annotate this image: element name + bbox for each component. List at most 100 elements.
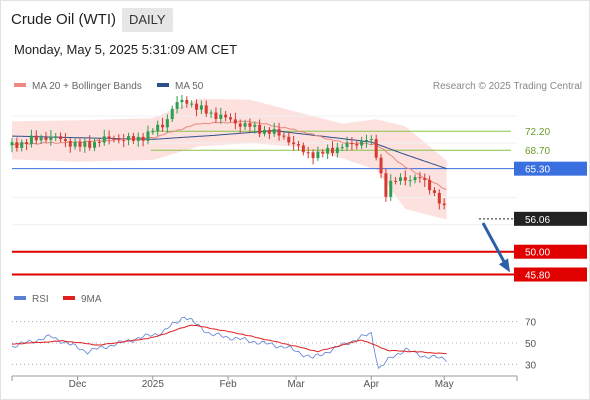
ma9-label: 9MA [81, 294, 102, 305]
candle-body [389, 180, 393, 197]
level-label: 65.30 [525, 165, 550, 176]
x-axis-label: Dec [69, 379, 87, 390]
ma9-swatch [63, 296, 75, 301]
candle-body [394, 180, 398, 182]
candle-body [345, 143, 349, 148]
timeframe-badge[interactable]: DAILY [122, 8, 173, 32]
level-label: 50.00 [525, 248, 550, 259]
candle-body [54, 136, 58, 138]
bollinger-band [12, 98, 447, 220]
candle-body [214, 112, 218, 119]
candle-body [379, 157, 383, 174]
candle-body [165, 119, 169, 128]
candle-body [398, 177, 402, 182]
candle-body [316, 151, 320, 159]
candle-body [287, 136, 291, 143]
candle-body [34, 135, 38, 141]
candle-body [156, 124, 160, 132]
credit-text: Research © 2025 Trading Central [432, 81, 582, 92]
candle-body [253, 124, 257, 127]
candle-body [384, 173, 388, 197]
candle-body [15, 142, 19, 148]
candle-body [83, 141, 87, 147]
candle-body [195, 103, 199, 110]
ma50-swatch [157, 83, 169, 88]
candle-body [175, 102, 179, 109]
candle-body [63, 139, 67, 141]
level-tag [514, 244, 587, 259]
legend-rsi: RSI [14, 294, 49, 305]
candle-body [39, 137, 43, 141]
candle-body [272, 128, 276, 134]
candle-body [127, 136, 131, 141]
candle-body [330, 147, 334, 154]
candle-body [335, 147, 339, 154]
rsi-label: RSI [32, 294, 49, 305]
instrument-title: Crude Oil (WTI) [11, 11, 116, 28]
candle-body [248, 123, 252, 127]
candle-body [88, 141, 92, 148]
candle-body [243, 123, 247, 127]
rsi-tick-label: 50 [525, 339, 537, 350]
x-axis-label: Feb [219, 379, 237, 390]
candle-body [277, 128, 281, 136]
candle-body [418, 177, 422, 179]
legend-ma20: MA 20 + Bollinger Bands [14, 81, 142, 92]
candle-body [131, 136, 135, 141]
candle-body [403, 177, 407, 181]
candle-body [146, 131, 150, 141]
candle-body [170, 108, 174, 120]
level-label: 68.70 [525, 146, 550, 157]
rsi-tick-label: 30 [525, 360, 537, 371]
candle-body [408, 180, 412, 182]
candle-body [301, 145, 305, 153]
level-label: 72.20 [525, 127, 550, 138]
ma20-label: MA 20 + Bollinger Bands [32, 81, 142, 92]
candle-body [374, 139, 378, 158]
level-tag [514, 211, 587, 226]
forecast-arrow-head [499, 258, 510, 273]
candle-body [340, 147, 344, 149]
rsi-tick-label: 70 [525, 318, 537, 329]
level-tag [514, 161, 587, 176]
candle-body [161, 124, 165, 128]
candle-body [238, 123, 242, 127]
candle-body [355, 143, 359, 146]
candle-body [199, 105, 203, 110]
candle-body [306, 152, 310, 154]
candle-body [97, 141, 101, 143]
candle-body [44, 137, 48, 140]
level-tag [514, 267, 587, 282]
candle-body [350, 143, 354, 145]
candle-body [326, 147, 330, 154]
candle-body [151, 131, 155, 133]
candle-body [190, 103, 194, 105]
candle-body [437, 192, 441, 204]
candle-body [229, 117, 233, 120]
candle-body [20, 142, 24, 148]
candle-body [107, 136, 111, 139]
candle-body [209, 112, 213, 114]
candle-body [432, 190, 436, 193]
candle-body [180, 99, 184, 103]
ma50-line [12, 130, 447, 170]
candle-body [122, 139, 126, 141]
rsi-line [11, 316, 447, 370]
candle-body [49, 136, 53, 140]
candle-body [136, 136, 140, 141]
legend-ma50: MA 50 [157, 81, 203, 92]
candle-body [112, 138, 116, 140]
candle-body [258, 124, 262, 134]
candle-body [219, 114, 223, 119]
candle-body [117, 139, 121, 141]
candle-body [59, 136, 63, 140]
candle-body [68, 140, 72, 147]
ma20-swatch [14, 83, 26, 88]
candle-body [321, 151, 325, 154]
candle-body [263, 129, 266, 134]
rsi-swatch [14, 296, 26, 301]
candle-body [29, 135, 33, 145]
rsi-9ma-line [11, 324, 447, 355]
